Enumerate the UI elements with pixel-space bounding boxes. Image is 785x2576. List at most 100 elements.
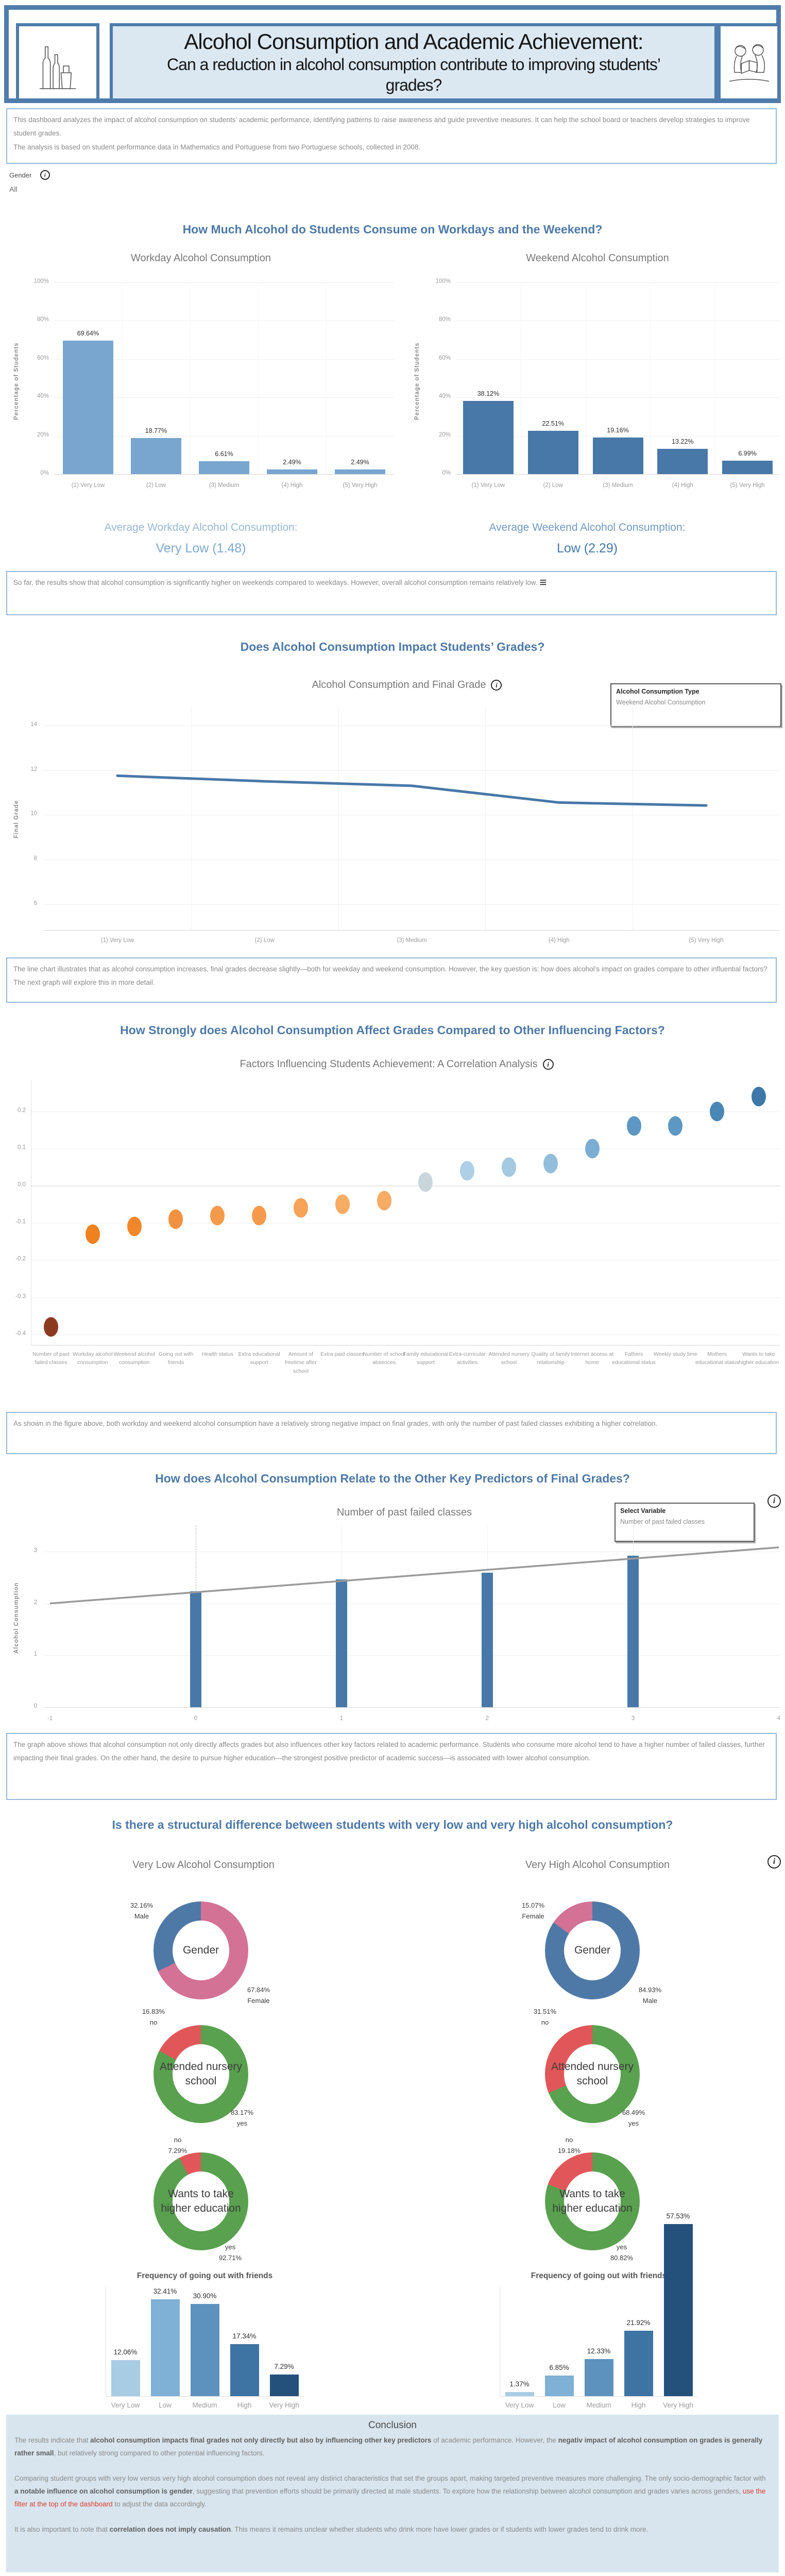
y-tick-label: 3 — [33, 1547, 37, 1554]
column-header-very-low: Very Low Alcohol Consumption — [132, 1859, 275, 1871]
alcohol-type-parameter[interactable]: Alcohol Consumption Type Weekend Alcohol… — [610, 683, 781, 727]
bar-value-label: 18.77% — [145, 427, 167, 435]
section-heading-consumption: How Much Alcohol do Students Consume on … — [182, 223, 603, 236]
combo-y-axis-label: Alcohol Consumption — [13, 1582, 20, 1654]
y-tick-label: 10 — [30, 811, 37, 817]
correlation-dot-Health status[interactable] — [210, 1205, 225, 1225]
bar-(4) High[interactable] — [657, 448, 708, 474]
correlation-dot-Quality of family relationship[interactable] — [543, 1153, 558, 1173]
bar-(1) Very Low[interactable] — [463, 401, 514, 474]
donut-gender[interactable] — [545, 1901, 640, 1999]
weekend-y-axis-label: Percentage of Students — [414, 342, 420, 420]
bar-Medium[interactable] — [190, 2303, 219, 2396]
info-icon[interactable]: i — [767, 1855, 781, 1868]
gridline — [456, 282, 780, 283]
correlation-dot-Fathers educational status[interactable] — [626, 1116, 641, 1136]
correlation-dot-Extra paid classes[interactable] — [335, 1194, 350, 1215]
y-tick-label: 80% — [438, 316, 451, 323]
y-tick-label: 1 — [33, 1651, 37, 1658]
bar-(2) Low[interactable] — [527, 431, 578, 474]
donut-attended-nursery-school[interactable] — [545, 2025, 640, 2123]
bar-Very Low[interactable] — [111, 2360, 140, 2396]
combo-bar-1[interactable] — [336, 1579, 347, 1707]
y-tick-label: 40% — [438, 393, 451, 400]
x-category-label: (5) Very High — [730, 482, 765, 489]
gridline — [54, 397, 394, 398]
bar-(4) High[interactable] — [267, 469, 317, 474]
bar-value-label: 57.53% — [666, 2212, 690, 2220]
bar-Very High[interactable] — [269, 2374, 299, 2396]
note-correlation-text: As shown in the figure above, both workd… — [13, 1420, 658, 1427]
info-icon[interactable]: i — [767, 1494, 781, 1508]
parameter-value-dropdown[interactable]: Weekend Alcohol Consumption — [616, 699, 706, 706]
correlation-dot-Weekend alcohol consumption[interactable] — [127, 1217, 142, 1237]
column-header-very-high: Very High Alcohol Consumption — [525, 1859, 670, 1871]
bar-(5) Very High[interactable] — [335, 469, 385, 474]
select-variable-parameter[interactable]: Select Variable Number of past failed cl… — [615, 1503, 755, 1542]
bar-(3) Medium[interactable] — [199, 461, 249, 474]
gridline — [54, 282, 394, 283]
info-icon[interactable]: i — [40, 170, 50, 180]
correlation-dot-Internet access at home[interactable] — [585, 1138, 600, 1158]
parameter-value-dropdown[interactable]: Number of past failed classes — [620, 1518, 705, 1525]
donut-wants-to-take-higher-education[interactable] — [545, 2152, 640, 2250]
combo-bar-0[interactable] — [190, 1591, 201, 1707]
x-category-label: Attended nursery school — [488, 1351, 530, 1366]
x-category-label: Fathers educational status — [612, 1351, 656, 1366]
correlation-dot-Number of school absences[interactable] — [377, 1190, 391, 1210]
correlation-dot-Number of past failed classes[interactable] — [44, 1317, 58, 1337]
x-tick-label: 4 — [777, 1715, 781, 1722]
combo-bar-2[interactable] — [482, 1573, 493, 1707]
bar-Very High[interactable] — [663, 2224, 693, 2396]
gender-filter-dropdown[interactable]: All — [9, 184, 18, 193]
x-category-label: Wants to take higher education — [739, 1351, 779, 1366]
correlation-dot-Going out with friends[interactable] — [168, 1209, 183, 1229]
correlation-title-text: Factors Influencing Students Achievement… — [240, 1058, 538, 1070]
donut-gender[interactable] — [153, 1901, 248, 1999]
correlation-dot-Wants to take higher education[interactable] — [752, 1086, 766, 1106]
hamburger-icon[interactable]: ≡ — [539, 576, 547, 590]
note-combo-text: The graph above shows that alcohol consu… — [13, 1741, 765, 1762]
correlation-dot-Extra educational support[interactable] — [252, 1205, 267, 1225]
x-category-label: (4) High — [548, 937, 570, 944]
combo-chart-title: Number of past failed classes — [336, 1507, 472, 1518]
bar-value-label: 1.37% — [509, 2380, 530, 2388]
x-category-label: Health status — [201, 1351, 233, 1357]
bar-(2) Low[interactable] — [131, 438, 181, 474]
correlation-dot-Mothers educational status[interactable] — [710, 1101, 725, 1121]
slice-label-Male: 32.16% Male — [130, 1901, 153, 1921]
bar-High[interactable] — [624, 2330, 653, 2396]
x-category-label: (5) Very High — [689, 937, 724, 944]
bar-Low[interactable] — [150, 2299, 180, 2396]
correlation-dot-Family educational support[interactable] — [418, 1172, 433, 1192]
bar-(1) Very Low[interactable] — [63, 340, 113, 474]
bar-Very Low[interactable] — [505, 2392, 534, 2396]
y-tick-label: -0.3 — [15, 1293, 26, 1300]
donut-hole — [564, 2044, 621, 2104]
avg-workday-label: Average Workday Alcohol Consumption: — [104, 521, 298, 533]
bar-(3) Medium[interactable] — [592, 437, 643, 474]
bar-Medium[interactable] — [584, 2359, 613, 2396]
y-tick-label: 0% — [40, 470, 49, 476]
info-icon[interactable]: i — [491, 680, 502, 691]
correlation-dot-Amount of freetime after school[interactable] — [293, 1198, 308, 1218]
grade-line[interactable] — [44, 706, 780, 930]
bar-Low[interactable] — [544, 2376, 574, 2396]
donut-attended-nursery-school[interactable] — [153, 2025, 248, 2123]
bar-value-label: 7.29% — [274, 2362, 294, 2370]
combo-bar-3[interactable] — [627, 1555, 639, 1707]
correlation-dot-Attended nursery school[interactable] — [502, 1157, 517, 1177]
x-category-label: (1) Very Low — [71, 482, 105, 489]
info-icon[interactable]: i — [542, 1059, 554, 1070]
correlation-dot-Weekly study time[interactable] — [668, 1116, 683, 1136]
correlation-dot-Workday alcohol consumption[interactable] — [85, 1224, 100, 1244]
students-reading-icon — [729, 44, 769, 81]
conclusion-text: . This means it remains unclear whether … — [231, 2525, 649, 2533]
correlation-dot-Extra-curricular activities[interactable] — [460, 1161, 475, 1181]
conclusion-box: Conclusion The results indicate that alc… — [6, 2415, 779, 2572]
donut-wants-to-take-higher-education[interactable] — [153, 2152, 248, 2250]
donut-hole — [173, 1921, 229, 1980]
slice-label-yes: yes 80.82% — [610, 2243, 634, 2262]
bar-(5) Very High[interactable] — [722, 460, 773, 474]
bar-High[interactable] — [230, 2344, 259, 2396]
